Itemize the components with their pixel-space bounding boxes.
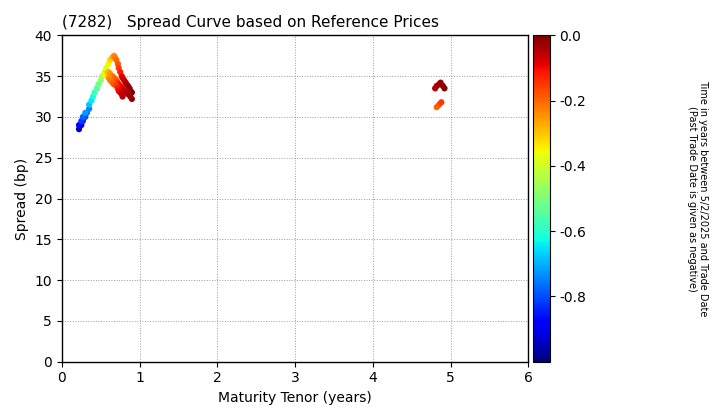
X-axis label: Maturity Tenor (years): Maturity Tenor (years)	[218, 391, 372, 405]
Point	[91, 85, 103, 92]
Point	[114, 83, 126, 89]
Point	[101, 65, 112, 71]
Point	[113, 87, 125, 94]
Point	[79, 110, 91, 116]
Point	[120, 79, 132, 86]
Point	[111, 56, 122, 63]
Point	[103, 74, 114, 81]
Point	[84, 101, 95, 108]
Point	[121, 81, 132, 88]
Point	[77, 118, 89, 124]
Point	[109, 54, 120, 61]
Point	[438, 85, 450, 92]
Point	[87, 93, 99, 100]
Point	[103, 60, 114, 67]
Point	[433, 101, 445, 108]
Point	[112, 79, 124, 86]
Point	[126, 96, 138, 102]
Point	[125, 87, 136, 94]
Point	[437, 83, 449, 89]
Point	[79, 113, 91, 120]
Point	[95, 77, 107, 84]
Point	[124, 85, 135, 92]
Point	[122, 91, 134, 97]
Point	[99, 71, 110, 78]
Point	[81, 110, 93, 116]
Point	[117, 74, 128, 81]
Point	[116, 91, 127, 97]
Point	[102, 69, 113, 76]
Point	[104, 77, 116, 84]
Point	[107, 79, 118, 86]
Point	[117, 85, 128, 92]
Point	[111, 83, 122, 89]
Point	[96, 73, 108, 79]
Point	[114, 89, 126, 96]
Point	[93, 81, 104, 88]
Point	[116, 73, 127, 79]
Point	[99, 69, 110, 76]
Point	[433, 81, 445, 88]
Point	[122, 83, 134, 89]
Point	[117, 93, 128, 100]
Point	[114, 69, 126, 76]
Point	[77, 113, 89, 120]
Point	[86, 97, 97, 104]
Point	[73, 126, 85, 133]
Point	[429, 85, 441, 92]
Point	[431, 83, 443, 89]
Point	[112, 60, 124, 67]
Point	[113, 65, 125, 71]
Point	[107, 73, 118, 79]
Point	[118, 77, 130, 84]
Point	[76, 118, 87, 124]
Point	[435, 79, 446, 86]
Point	[121, 89, 132, 96]
Point	[112, 85, 124, 92]
Point	[104, 70, 116, 77]
Point	[111, 77, 122, 84]
Point	[126, 89, 138, 96]
Point	[76, 122, 87, 129]
Point	[108, 81, 120, 88]
Point	[84, 105, 95, 112]
Point	[125, 93, 136, 100]
Point	[436, 99, 447, 105]
Point	[89, 89, 100, 96]
Point	[108, 74, 120, 81]
Point	[73, 122, 85, 129]
Point	[107, 54, 118, 61]
Point	[431, 104, 443, 110]
Y-axis label: Time in years between 5/2/2025 and Trade Date
(Past Trade Date is given as negat: Time in years between 5/2/2025 and Trade…	[687, 80, 708, 317]
Point	[113, 81, 125, 88]
Point	[118, 87, 130, 94]
Y-axis label: Spread (bp): Spread (bp)	[15, 158, 29, 239]
Text: (7282)   Spread Curve based on Reference Prices: (7282) Spread Curve based on Reference P…	[62, 15, 439, 30]
Point	[103, 69, 114, 76]
Point	[104, 56, 116, 63]
Point	[108, 52, 120, 59]
